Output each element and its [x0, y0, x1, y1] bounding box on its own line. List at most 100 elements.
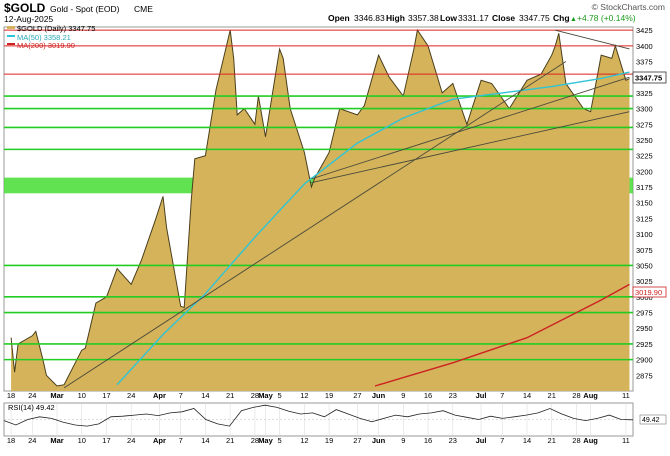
open-value: 3346.83 — [354, 13, 385, 23]
y-tick-label: 3150 — [636, 199, 653, 208]
x-tick-label: Mar — [50, 391, 63, 400]
y-tick-label: 2975 — [636, 309, 653, 318]
x-tick-label: 9 — [401, 391, 405, 400]
y-tick-label: 3400 — [636, 42, 653, 51]
x-tick-label: 10 — [78, 436, 86, 445]
close-value: 3347.75 — [519, 13, 550, 23]
x-tick-label: 28 — [251, 391, 259, 400]
x-tick-label: 23 — [449, 391, 457, 400]
y-tick-label: 3125 — [636, 214, 653, 223]
y-tick-label: 3425 — [636, 26, 653, 35]
x-tick-label: 27 — [353, 436, 361, 445]
x-tick-label: Jul — [476, 391, 487, 400]
y-tick-label: 3075 — [636, 246, 653, 255]
y-tick-label: 3225 — [636, 152, 653, 161]
high-value: 3357.38 — [408, 13, 439, 23]
x-tick-label: 14 — [523, 391, 531, 400]
symbol-title: $GOLD — [4, 1, 46, 15]
legend-swatch-ma50 — [7, 35, 15, 37]
x-tick-label: Jun — [372, 391, 386, 400]
x-tick-label: 14 — [201, 436, 209, 445]
x-tick-label: 19 — [325, 391, 333, 400]
trendline — [63, 61, 567, 389]
x-tick-label: 18 — [7, 391, 15, 400]
x-tick-label: 9 — [401, 436, 405, 445]
y-tick-label: 3200 — [636, 167, 653, 176]
x-tick-label: 18 — [7, 436, 15, 445]
x-tick-label: 24 — [127, 391, 135, 400]
x-tick-label: Mar — [50, 436, 63, 445]
trendline — [311, 111, 630, 184]
y-tick-label: 2950 — [636, 324, 653, 333]
y-tick-label: 3100 — [636, 230, 653, 239]
x-tick-label: May — [258, 436, 273, 445]
y-tick-label: 3375 — [636, 58, 653, 67]
chart-date: 12-Aug-2025 — [4, 14, 53, 24]
y-tick-label: 2925 — [636, 340, 653, 349]
y-tick-label: 3275 — [636, 120, 653, 129]
x-tick-label: Aug — [583, 436, 598, 445]
x-tick-label: 11 — [622, 436, 630, 445]
x-tick-label: 21 — [226, 436, 234, 445]
x-tick-label: Apr — [153, 391, 166, 400]
x-tick-label: 14 — [523, 436, 531, 445]
x-tick-label: 5 — [278, 391, 282, 400]
y-tick-label: 3250 — [636, 136, 653, 145]
last-price-value: 3347.75 — [635, 74, 662, 83]
x-tick-label: 19 — [325, 436, 333, 445]
x-tick-label: 28 — [572, 436, 580, 445]
x-tick-label: 21 — [548, 391, 556, 400]
chg-value: +4.78 (+0.14%) — [577, 13, 636, 23]
x-tick-label: Apr — [153, 436, 166, 445]
open-label: Open — [328, 13, 350, 23]
x-tick-label: Aug — [583, 391, 598, 400]
legend-ma50: MA(50) 3358.21 — [17, 33, 71, 42]
x-tick-label: Jun — [372, 436, 386, 445]
y-tick-label: 3025 — [636, 277, 653, 286]
x-tick-label: 16 — [424, 436, 432, 445]
x-tick-label: 7 — [179, 391, 183, 400]
low-value: 3331.17 — [458, 13, 489, 23]
instrument-name: Gold - Spot (EOD) — [50, 4, 120, 14]
x-tick-label: 14 — [201, 391, 209, 400]
x-tick-label: 11 — [622, 391, 630, 400]
low-label: Low — [440, 13, 457, 23]
x-tick-label: 12 — [300, 391, 308, 400]
rsi-value-tag — [639, 414, 667, 425]
close-label: Close — [492, 13, 515, 23]
ma200-value-tag — [632, 286, 667, 298]
x-tick-label: 24 — [127, 436, 135, 445]
high-label: High — [386, 13, 405, 23]
legend-ma200: MA(200) 3019.90 — [17, 41, 75, 50]
x-tick-label: 10 — [78, 391, 86, 400]
x-tick-label: 28 — [251, 436, 259, 445]
x-tick-label: 7 — [500, 391, 504, 400]
y-tick-label: 3175 — [636, 183, 653, 192]
rsi-value: 49.42 — [642, 417, 660, 424]
x-tick-label: 28 — [572, 391, 580, 400]
watermark: © StockCharts.com — [592, 2, 665, 12]
x-tick-label: 12 — [300, 436, 308, 445]
rsi-line — [3, 404, 634, 427]
x-tick-label: 27 — [353, 391, 361, 400]
y-tick-label: 3325 — [636, 89, 653, 98]
trendline — [311, 76, 630, 180]
x-tick-label: 7 — [179, 436, 183, 445]
y-tick-label: 2900 — [636, 356, 653, 365]
x-tick-label: 7 — [500, 436, 504, 445]
y-tick-label: 3300 — [636, 105, 653, 114]
x-tick-label: 21 — [548, 436, 556, 445]
x-tick-label: 17 — [102, 436, 110, 445]
legend-swatch-ma200 — [7, 43, 15, 45]
ma200-value: 3019.90 — [635, 288, 662, 297]
exchange-label: CME — [134, 4, 153, 14]
x-tick-label: 5 — [278, 436, 282, 445]
y-tick-label: 2875 — [636, 371, 653, 380]
rsi-label: RSI(14) 49.42 — [8, 403, 55, 412]
ma200-line — [374, 283, 630, 387]
legend-swatch-price — [7, 26, 15, 29]
x-tick-label: 17 — [102, 391, 110, 400]
x-tick-label: 21 — [226, 391, 234, 400]
last-price-tag — [632, 71, 667, 84]
trendline — [555, 29, 630, 50]
